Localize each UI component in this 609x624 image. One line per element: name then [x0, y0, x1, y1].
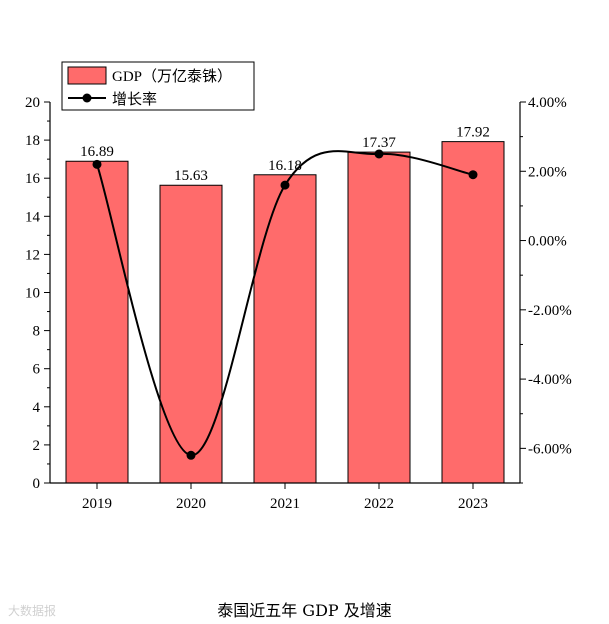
growth-point-2023	[468, 170, 478, 180]
y-left-tick-label-6: 6	[33, 362, 41, 378]
bar-2023	[441, 141, 505, 484]
y-left-tick-label-20: 20	[25, 95, 40, 111]
chart-figure: 16.89 15.63 16.18 17.37 17.92 0 2 4 6 8 10 12 14 16 18…	[25, 61, 572, 512]
y-right-tick-label-3: -2.00%	[528, 303, 572, 319]
bar-2019	[65, 160, 129, 484]
legend-swatch-gdp	[67, 66, 107, 85]
y-left-tick-label-2: 2	[33, 438, 41, 454]
y-right-tick-label-2: 0.00%	[528, 234, 567, 250]
x-tick-label-2019: 2019	[82, 496, 112, 512]
y-left-tick-label-16: 16	[25, 171, 41, 187]
growth-point-2019	[92, 159, 102, 169]
x-tick-label-2020: 2020	[176, 496, 206, 512]
legend-label-gdp: GDP（万亿泰铢）	[112, 68, 232, 85]
bar-2022	[347, 151, 411, 484]
figure-caption: 泰国近五年 GDP 及增速	[217, 601, 392, 620]
growth-point-2021	[280, 180, 290, 190]
legend-label-growth: 增长率	[112, 91, 157, 108]
x-tick-label-2021: 2021	[270, 496, 300, 512]
bar-label-2020: 15.63	[174, 168, 208, 184]
y-left-tick-label-8: 8	[33, 324, 41, 340]
x-tick-label-2023: 2023	[458, 496, 488, 512]
y-left-tick-label-0: 0	[33, 476, 41, 492]
y-right-tick-label-5: -6.00%	[528, 441, 572, 457]
x-tick-label-2022: 2022	[364, 496, 394, 512]
y-left-tick-label-12: 12	[25, 247, 40, 263]
y-left-tick-label-4: 4	[33, 400, 41, 416]
legend-marker-growth	[82, 93, 92, 103]
bar-label-2022: 17.37	[362, 135, 396, 151]
y-right-tick-label-1: 2.00%	[528, 164, 567, 180]
y-left-tick-label-14: 14	[25, 209, 41, 225]
y-left-tick-label-18: 18	[25, 133, 40, 149]
plot-area: 16.89 15.63 16.18 17.37 17.92 0 2 4 6 8 10 12 14 16 18…	[25, 61, 572, 512]
bar-label-2019: 16.89	[80, 144, 114, 160]
y-right-tick-label-0: 4.00%	[528, 95, 567, 111]
watermark: 大数据报	[8, 604, 57, 618]
y-left-tick-label-10: 10	[25, 286, 40, 302]
bar-2020	[159, 184, 223, 484]
bar-label-2021: 16.18	[268, 158, 302, 174]
bar-2021	[253, 174, 317, 484]
bar-label-2023: 17.92	[456, 125, 490, 141]
y-right-tick-label-4: -4.00%	[528, 372, 572, 388]
growth-point-2022	[374, 149, 384, 159]
growth-point-2020	[186, 450, 196, 460]
